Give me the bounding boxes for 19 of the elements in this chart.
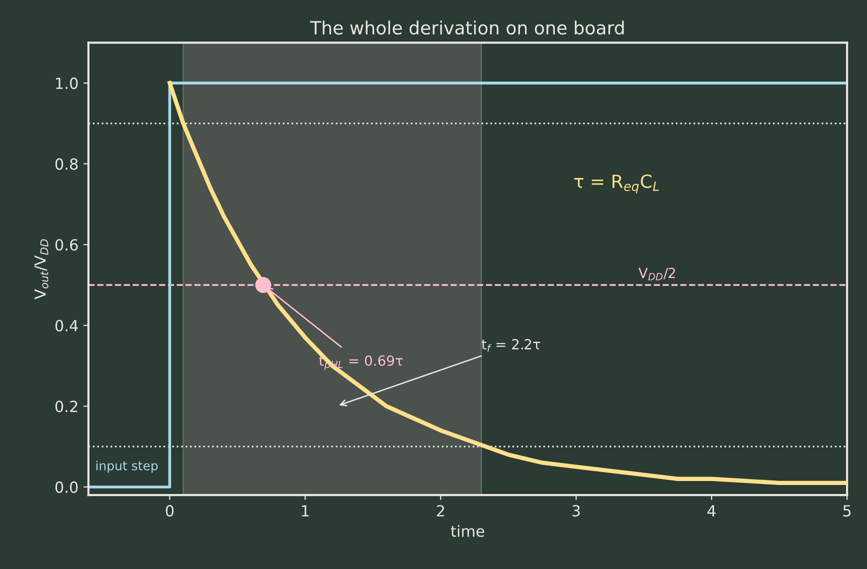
annotation: τ = R$_{eq}$C$_{L}$ (574, 174, 659, 194)
annotation: input step (96, 460, 158, 473)
x-tick-label: 0 (166, 505, 174, 517)
annotation: t$_{f}$ = 2.2τ (482, 339, 540, 352)
x-axis-title: time (450, 525, 484, 537)
y-tick-label: 0.4 (55, 320, 78, 332)
chart-title: The whole derivation on one board (310, 20, 624, 35)
y-tick-label: 0.8 (55, 158, 78, 170)
ref-line-label: V$_{DD}$/2 (638, 268, 675, 280)
x-tick-label: 4 (707, 505, 716, 516)
x-tick-label: 1 (302, 505, 309, 516)
y-tick-label: 1.0 (56, 78, 78, 90)
y-axis-title: V$_{out}$/V$_{DD}$ (34, 239, 48, 300)
y-tick-label: 0.6 (55, 239, 78, 251)
y-tick-label: 0.2 (55, 400, 78, 412)
x-tick-label: 3 (572, 505, 580, 517)
x-tick-label: 5 (843, 505, 851, 517)
x-tick-label: 2 (436, 505, 444, 516)
y-tick-label: 0.0 (55, 481, 78, 493)
